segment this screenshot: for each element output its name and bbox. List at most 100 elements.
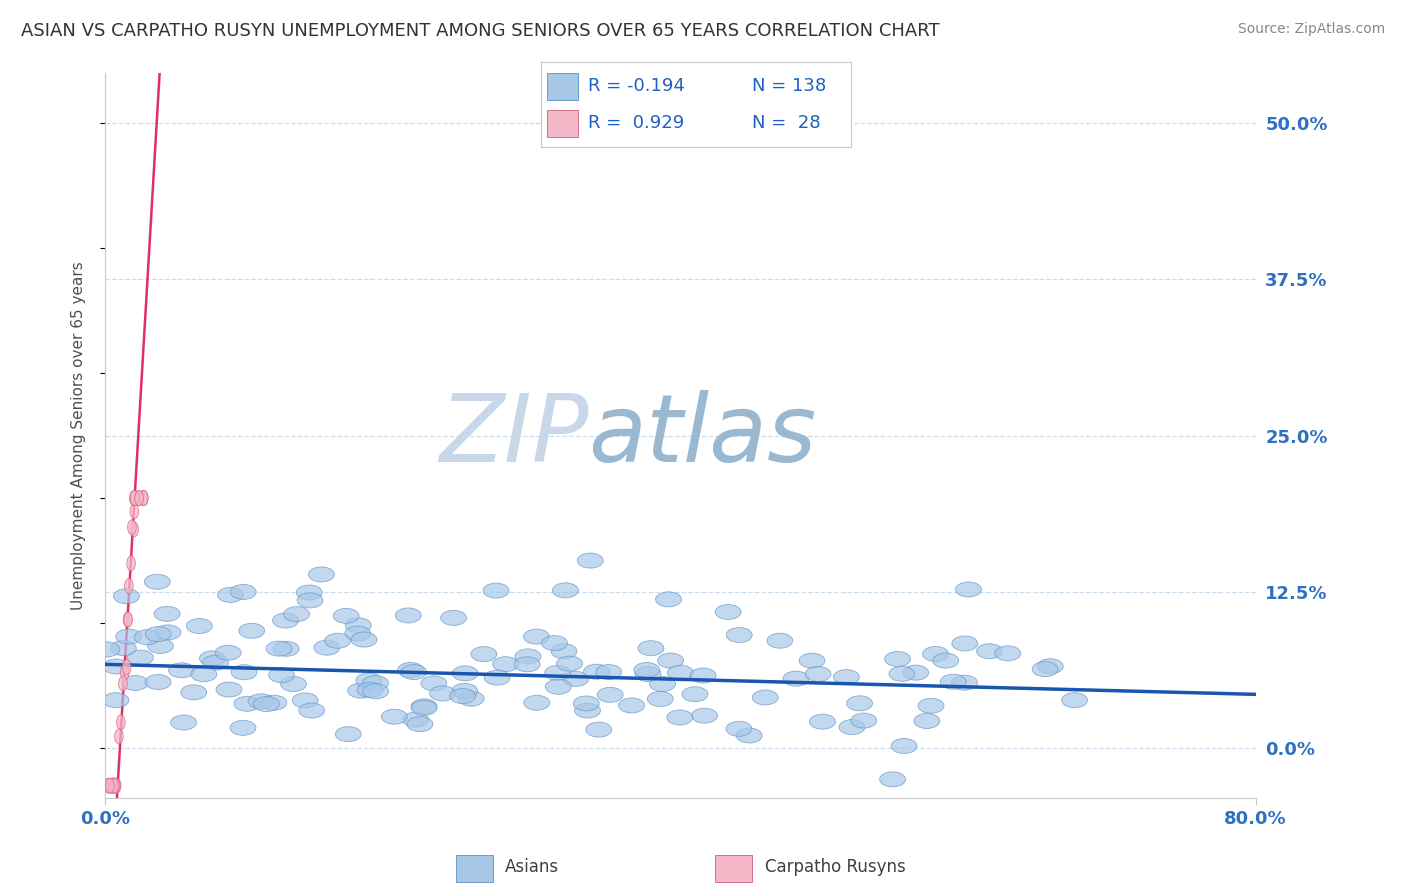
- Ellipse shape: [297, 585, 322, 600]
- Ellipse shape: [117, 714, 125, 730]
- Ellipse shape: [357, 682, 382, 698]
- Ellipse shape: [666, 710, 693, 725]
- Ellipse shape: [191, 666, 217, 681]
- Ellipse shape: [851, 713, 877, 728]
- Ellipse shape: [682, 687, 709, 702]
- Ellipse shape: [128, 650, 153, 665]
- Ellipse shape: [111, 778, 120, 793]
- Ellipse shape: [752, 690, 778, 705]
- Ellipse shape: [381, 709, 408, 724]
- Ellipse shape: [638, 640, 664, 656]
- Ellipse shape: [335, 727, 361, 741]
- Text: ZIP: ZIP: [439, 390, 588, 481]
- Ellipse shape: [553, 582, 578, 598]
- Ellipse shape: [298, 703, 325, 718]
- Ellipse shape: [231, 665, 257, 680]
- Ellipse shape: [273, 613, 298, 628]
- Ellipse shape: [658, 653, 683, 668]
- Ellipse shape: [118, 676, 128, 691]
- Text: Carpatho Rusyns: Carpatho Rusyns: [765, 858, 905, 877]
- Ellipse shape: [458, 691, 484, 706]
- Ellipse shape: [273, 641, 299, 657]
- Ellipse shape: [344, 626, 371, 641]
- Ellipse shape: [492, 657, 519, 672]
- Ellipse shape: [918, 698, 943, 714]
- FancyBboxPatch shape: [547, 72, 578, 100]
- Ellipse shape: [103, 693, 129, 707]
- Ellipse shape: [420, 676, 447, 691]
- Ellipse shape: [783, 671, 808, 686]
- Text: N = 138: N = 138: [752, 78, 825, 95]
- Ellipse shape: [450, 689, 475, 704]
- Ellipse shape: [231, 584, 256, 599]
- Ellipse shape: [145, 674, 172, 690]
- Ellipse shape: [541, 636, 568, 650]
- Ellipse shape: [411, 698, 437, 714]
- Ellipse shape: [880, 772, 905, 787]
- Ellipse shape: [574, 696, 599, 711]
- Ellipse shape: [281, 676, 307, 691]
- Ellipse shape: [314, 640, 340, 655]
- Ellipse shape: [112, 778, 121, 793]
- Ellipse shape: [127, 556, 135, 571]
- Ellipse shape: [346, 618, 371, 632]
- Ellipse shape: [155, 607, 180, 622]
- Ellipse shape: [128, 520, 136, 535]
- Ellipse shape: [411, 700, 437, 715]
- Ellipse shape: [145, 574, 170, 590]
- Ellipse shape: [135, 491, 143, 506]
- Ellipse shape: [145, 626, 172, 641]
- Ellipse shape: [352, 632, 377, 647]
- Ellipse shape: [766, 633, 793, 648]
- Ellipse shape: [546, 680, 571, 694]
- Ellipse shape: [578, 553, 603, 568]
- FancyBboxPatch shape: [547, 110, 578, 137]
- Ellipse shape: [115, 729, 124, 744]
- Ellipse shape: [104, 778, 112, 793]
- Ellipse shape: [995, 646, 1021, 661]
- Ellipse shape: [187, 618, 212, 633]
- Ellipse shape: [269, 668, 294, 682]
- Ellipse shape: [135, 491, 143, 506]
- Ellipse shape: [523, 629, 550, 644]
- Ellipse shape: [239, 624, 264, 639]
- Ellipse shape: [139, 491, 148, 506]
- Text: R = -0.194: R = -0.194: [588, 78, 685, 95]
- Ellipse shape: [108, 778, 117, 793]
- Ellipse shape: [110, 778, 118, 793]
- Ellipse shape: [952, 636, 977, 651]
- Ellipse shape: [124, 612, 132, 627]
- Ellipse shape: [839, 720, 865, 735]
- Ellipse shape: [218, 588, 243, 602]
- Ellipse shape: [453, 665, 478, 681]
- Ellipse shape: [325, 633, 350, 648]
- Ellipse shape: [122, 660, 131, 675]
- Ellipse shape: [484, 583, 509, 598]
- Ellipse shape: [598, 688, 623, 702]
- Ellipse shape: [583, 665, 609, 679]
- Ellipse shape: [125, 579, 134, 593]
- Ellipse shape: [557, 656, 582, 671]
- Ellipse shape: [115, 629, 142, 644]
- FancyBboxPatch shape: [456, 855, 492, 881]
- Ellipse shape: [440, 610, 467, 625]
- Ellipse shape: [363, 675, 388, 690]
- Ellipse shape: [231, 721, 256, 735]
- Ellipse shape: [148, 639, 173, 654]
- Ellipse shape: [401, 665, 426, 680]
- Ellipse shape: [471, 647, 496, 662]
- Ellipse shape: [155, 625, 181, 640]
- Ellipse shape: [347, 683, 374, 698]
- Ellipse shape: [655, 591, 682, 607]
- Ellipse shape: [515, 657, 540, 672]
- Ellipse shape: [932, 653, 959, 668]
- Ellipse shape: [253, 697, 280, 712]
- Ellipse shape: [215, 645, 240, 660]
- Ellipse shape: [356, 673, 382, 688]
- Ellipse shape: [107, 778, 115, 793]
- Ellipse shape: [668, 665, 693, 681]
- Ellipse shape: [737, 728, 762, 743]
- Ellipse shape: [247, 694, 274, 709]
- Ellipse shape: [903, 665, 929, 680]
- Ellipse shape: [94, 642, 120, 657]
